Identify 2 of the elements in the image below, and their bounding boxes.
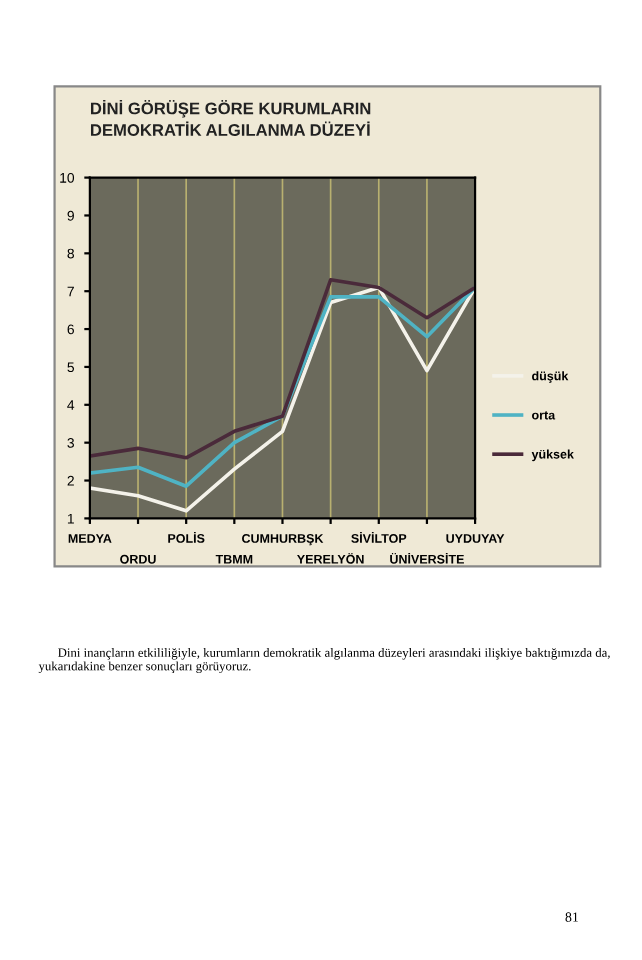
chart-title: DİNİ GÖRÜŞE GÖRE KURUMLARIN DEMOKRATİK ALGILANMA DÜZEYİ (90, 99, 371, 136)
line-series (89, 278, 476, 460)
